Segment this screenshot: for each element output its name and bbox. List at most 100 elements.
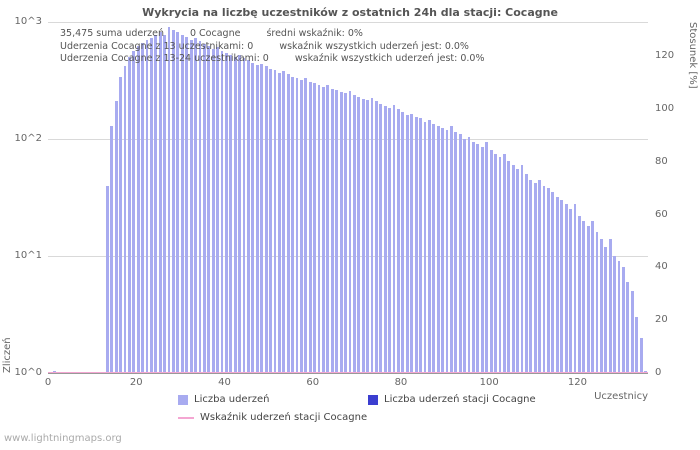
bar	[313, 83, 317, 373]
bar	[132, 51, 136, 373]
bar	[304, 78, 308, 373]
bar	[110, 125, 114, 373]
bar	[180, 34, 184, 373]
y-tick-label-left: 10^3	[14, 16, 42, 27]
bar	[344, 93, 347, 373]
bar	[224, 53, 228, 373]
annotation-station-strikes: 0 Cocagne	[189, 28, 241, 39]
bar	[370, 97, 374, 373]
bar	[498, 157, 502, 373]
bar	[569, 209, 572, 373]
bar	[374, 101, 378, 373]
annotation-13-24-ratio: wskaźnik wszystkich uderzeń jest: 0.0%	[294, 53, 485, 64]
bar	[520, 164, 524, 373]
annotation-13-24-participants: Uderzenia Cocagne z 13-24 uczestnikami: …	[60, 53, 269, 64]
legend-label-station-strikes: Liczba uderzeń stacji Cocagne	[384, 394, 536, 405]
bar	[617, 261, 621, 373]
x-tick-label: 60	[306, 377, 320, 388]
bar	[511, 164, 515, 373]
bar	[154, 34, 158, 373]
bar	[185, 37, 189, 373]
annotation-line-3: Uderzenia Cocagne z 13-24 uczestnikami: …	[60, 53, 484, 66]
chart-annotations: 35,475 suma uderzeń 0 Cocagne średni wsk…	[60, 28, 484, 66]
y-tick-label-right: 40	[655, 261, 668, 273]
bar	[202, 43, 206, 373]
y-tick-label-right: 120	[655, 50, 675, 62]
bar	[123, 66, 127, 373]
gridline	[48, 256, 648, 257]
bar	[449, 125, 453, 373]
bar	[379, 103, 383, 373]
x-tick-label: 40	[218, 377, 231, 388]
watermark: www.lightningmaps.org	[4, 433, 122, 444]
bar	[397, 109, 400, 373]
bar	[383, 106, 387, 373]
bar	[357, 96, 361, 373]
y-tick-label-left: 10^0	[14, 367, 42, 378]
bar	[533, 183, 537, 373]
x-axis-ticks: 0 20 40 60 80 100 120	[45, 377, 648, 389]
y-tick-label-left: 10^1	[14, 250, 42, 261]
y-tick-label-right: 80	[655, 155, 668, 167]
bar	[423, 121, 427, 373]
y-axis-right-ticks: 0 20 40 60 80 100 120	[651, 22, 685, 378]
y-axis-right-title: Stosunek [%]	[687, 22, 698, 89]
bar	[361, 98, 365, 373]
bar	[392, 105, 396, 373]
bar	[233, 57, 237, 373]
bar	[577, 215, 581, 373]
bar	[229, 55, 233, 373]
bar	[410, 113, 414, 373]
bar	[639, 337, 643, 373]
y-axis-left-ticks: 10^0 10^1 10^2 10^3	[0, 16, 45, 378]
bar	[551, 192, 555, 373]
bar	[476, 144, 480, 373]
bar	[291, 76, 294, 373]
bar	[269, 68, 272, 373]
bar	[119, 76, 122, 373]
bar	[339, 92, 343, 373]
bar	[282, 71, 286, 373]
legend: Liczba uderzeń Liczba uderzeń stacji Coc…	[48, 394, 648, 430]
station-strikes-swatch-icon	[368, 394, 378, 405]
bar	[441, 127, 444, 373]
bar	[167, 27, 171, 373]
bar	[573, 203, 577, 373]
bar	[595, 232, 599, 373]
bar	[198, 40, 202, 373]
x-tick-label: 100	[479, 377, 499, 388]
bar	[326, 84, 330, 373]
y-tick-label-left: 10^2	[14, 133, 42, 144]
bar	[149, 38, 153, 373]
x-tick-label: 20	[129, 377, 143, 388]
annotation-line-2: Uderzenia Cocagne z 13 uczestnikami: 0 w…	[60, 41, 484, 54]
bar	[220, 50, 224, 373]
bar	[322, 86, 325, 373]
bar	[194, 38, 197, 373]
bar	[529, 179, 533, 373]
bar	[502, 153, 506, 373]
bar	[317, 84, 321, 373]
bar	[176, 32, 180, 373]
x-tick-label: 0	[44, 377, 52, 388]
legend-item-strikes: Liczba uderzeń	[178, 394, 368, 405]
gridline	[48, 139, 648, 140]
bar	[463, 139, 467, 373]
station-ratio-line	[48, 372, 648, 373]
bar	[158, 32, 162, 373]
bar	[489, 150, 493, 373]
x-tick-label: 120	[567, 377, 587, 388]
bar	[260, 63, 264, 373]
bar	[472, 141, 475, 373]
gridline	[48, 22, 648, 23]
bar	[599, 238, 603, 373]
bar	[542, 185, 546, 373]
y-tick-label-right: 0	[655, 367, 662, 378]
bar	[277, 72, 281, 373]
legend-label-station-ratio: Wskaźnik uderzeń stacji Cocagne	[200, 412, 368, 423]
bar	[335, 90, 339, 373]
annotation-13-ratio: wskaźnik wszystkich uderzeń jest: 0.0%	[279, 40, 469, 52]
chart-title: Wykrycia na liczbę uczestników z ostatni…	[142, 6, 558, 19]
bar	[613, 256, 617, 373]
bar	[427, 120, 431, 373]
